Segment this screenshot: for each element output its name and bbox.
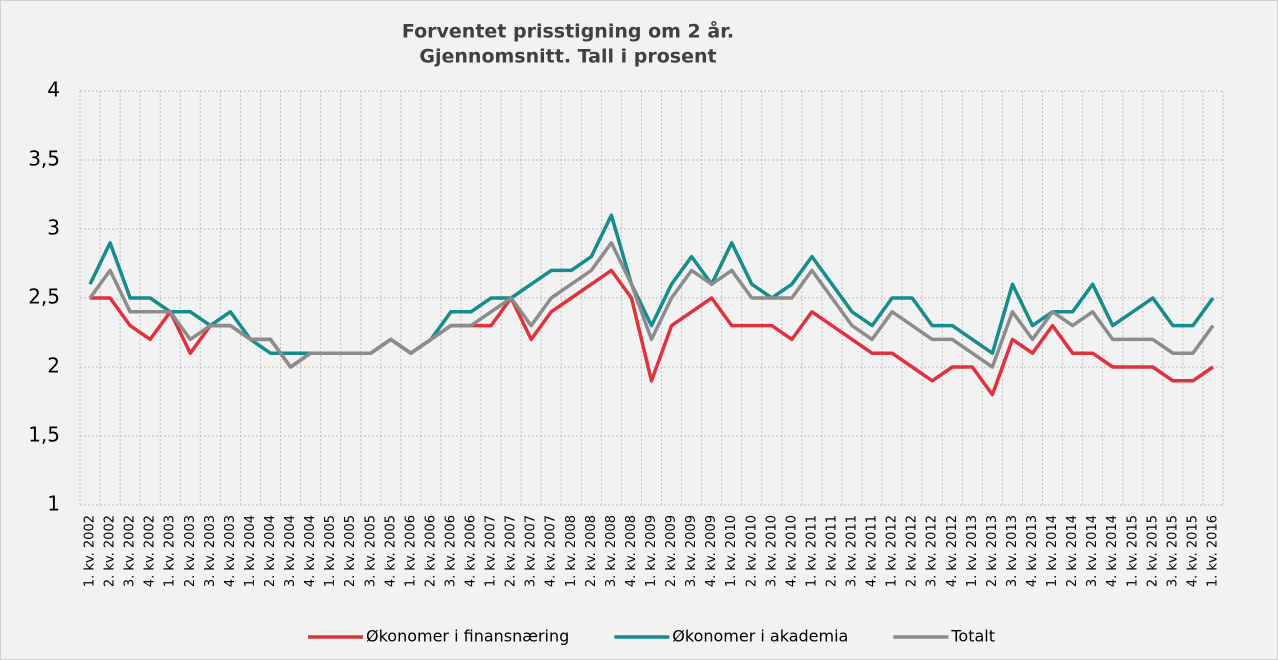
- x-tick-label: 4. kv. 2002: [143, 515, 158, 587]
- x-tick-label: 4. kv. 2009: [704, 515, 719, 587]
- x-tick-label: 1. kv. 2007: [484, 515, 499, 587]
- x-tick-label: 3. kv. 2012: [925, 515, 940, 587]
- x-tick-label: 2. kv. 2011: [824, 515, 839, 587]
- x-tick-label: 1. kv. 2009: [644, 515, 659, 587]
- x-tick-label: 3. kv. 2007: [524, 515, 539, 587]
- x-tick-label: 3. kv. 2011: [845, 515, 860, 587]
- x-tick-label: 4. kv. 2008: [624, 515, 639, 587]
- x-tick-label: 1. kv. 2002: [83, 515, 98, 587]
- x-tick-label: 3. kv. 2002: [123, 515, 138, 587]
- chart-title: Forventet prisstigning om 2 år.: [402, 19, 734, 43]
- legend-label: Økonomer i akademia: [672, 627, 848, 646]
- x-tick-label: 1. kv. 2016: [1205, 515, 1220, 587]
- x-tick-label: 2. kv. 2013: [985, 515, 1000, 587]
- y-tick-label: 3,5: [28, 147, 60, 171]
- x-tick-label: 1. kv. 2010: [724, 515, 739, 587]
- x-tick-label: 4. kv. 2003: [223, 515, 238, 587]
- x-tick-label: 4. kv. 2007: [544, 515, 559, 587]
- x-tick-label: 1. kv. 2014: [1045, 515, 1060, 587]
- x-tick-label: 2. kv. 2006: [423, 515, 438, 587]
- x-tick-label: 2. kv. 2004: [263, 515, 278, 587]
- y-tick-label: 1,5: [28, 423, 60, 447]
- x-tick-label: 3. kv. 2008: [604, 515, 619, 587]
- x-tick-label: 1. kv. 2006: [403, 515, 418, 587]
- x-tick-label: 3. kv. 2004: [283, 515, 298, 587]
- legend: Økonomer i finansnæring Økonomer i akadem…: [307, 627, 995, 646]
- x-tick-label: 3. kv. 2014: [1085, 515, 1100, 587]
- x-tick-label: 2. kv. 2015: [1145, 515, 1160, 587]
- x-tick-label: 1. kv. 2008: [564, 515, 579, 587]
- x-tick-label: 3. kv. 2013: [1005, 515, 1020, 587]
- x-tick-label: 2. kv. 2008: [584, 515, 599, 587]
- x-tick-label: 1. kv. 2015: [1125, 515, 1140, 587]
- x-tick-label: 2. kv. 2003: [183, 515, 198, 587]
- x-tick-label: 2. kv. 2014: [1065, 515, 1080, 587]
- x-tick-label: 1. kv. 2013: [965, 515, 980, 587]
- x-tick-label: 1. kv. 2003: [163, 515, 178, 587]
- x-tick-label: 1. kv. 2004: [243, 515, 258, 587]
- x-tick-label: 4. kv. 2011: [865, 515, 880, 587]
- x-tick-label: 1. kv. 2011: [804, 515, 819, 587]
- legend-label: Økonomer i finansnæring: [366, 627, 569, 646]
- x-tick-label: 3. kv. 2010: [764, 515, 779, 587]
- x-tick-label: 4. kv. 2006: [464, 515, 479, 587]
- x-tick-label: 3. kv. 2009: [684, 515, 699, 587]
- x-tick-label: 4. kv. 2012: [945, 515, 960, 587]
- x-tick-label: 4. kv. 2014: [1105, 515, 1120, 587]
- x-tick-label: 2. kv. 2002: [103, 515, 118, 587]
- x-tick-label: 1. kv. 2005: [323, 515, 338, 587]
- x-tick-label: 4. kv. 2013: [1025, 515, 1040, 587]
- x-tick-label: 4. kv. 2015: [1185, 515, 1200, 587]
- x-tick-label: 2. kv. 2005: [343, 515, 358, 587]
- x-tick-label: 2. kv. 2010: [744, 515, 759, 587]
- y-tick-label: 2: [47, 354, 60, 378]
- x-tick-label: 1. kv. 2012: [885, 515, 900, 587]
- series-line: [88, 213, 1215, 355]
- x-tick-label: 4. kv. 2004: [303, 515, 318, 587]
- y-tick-label: 1: [47, 492, 60, 516]
- x-tick-label: 4. kv. 2010: [784, 515, 799, 587]
- legend-label: Totalt: [950, 627, 995, 646]
- x-tick-label: 3. kv. 2005: [363, 515, 378, 587]
- series-line: [88, 241, 1215, 369]
- x-tick-label: 3. kv. 2015: [1165, 515, 1180, 587]
- x-tick-label: 3. kv. 2003: [203, 515, 218, 587]
- chart-title: Gjennomsnitt. Tall i prosent: [419, 46, 716, 68]
- x-tick-label: 2. kv. 2012: [905, 515, 920, 587]
- y-tick-label: 4: [47, 78, 60, 102]
- y-tick-label: 2,5: [28, 285, 60, 309]
- x-tick-label: 4. kv. 2005: [383, 515, 398, 587]
- x-tick-label: 2. kv. 2007: [504, 515, 519, 587]
- x-tick-label: 2. kv. 2009: [664, 515, 679, 587]
- x-tick-label: 3. kv. 2006: [443, 515, 458, 587]
- y-tick-label: 3: [47, 216, 60, 240]
